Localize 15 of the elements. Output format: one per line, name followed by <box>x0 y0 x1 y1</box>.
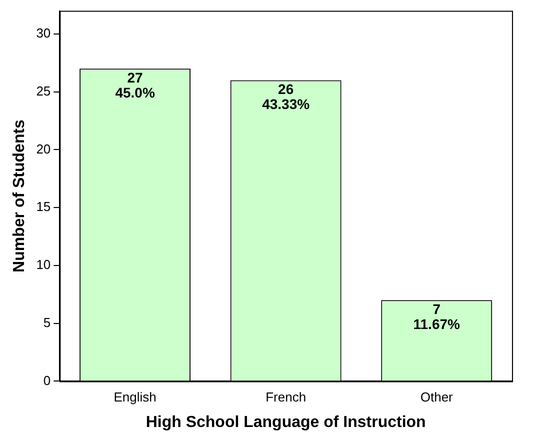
y-tick-label: 15 <box>36 199 51 214</box>
x-tick-label: French <box>266 390 306 405</box>
y-tick-label: 20 <box>36 141 51 156</box>
x-tick-label: Other <box>420 390 454 405</box>
data-label: 7 11.67% <box>413 301 461 332</box>
y-tick-label: 10 <box>36 257 51 272</box>
y-tick-label: 0 <box>43 372 51 388</box>
x-axis-title: High School Language of Instruction <box>146 414 426 431</box>
y-tick-label: 5 <box>43 314 51 330</box>
y-tick-label: 30 <box>36 26 51 41</box>
x-tick-label: English <box>114 390 156 405</box>
data-label: 26 43.33% <box>262 81 310 112</box>
y-axis-title: Number of Students <box>11 119 28 272</box>
y-tick-label: 25 <box>36 83 51 98</box>
data-label: 27 45.0% <box>115 70 156 101</box>
